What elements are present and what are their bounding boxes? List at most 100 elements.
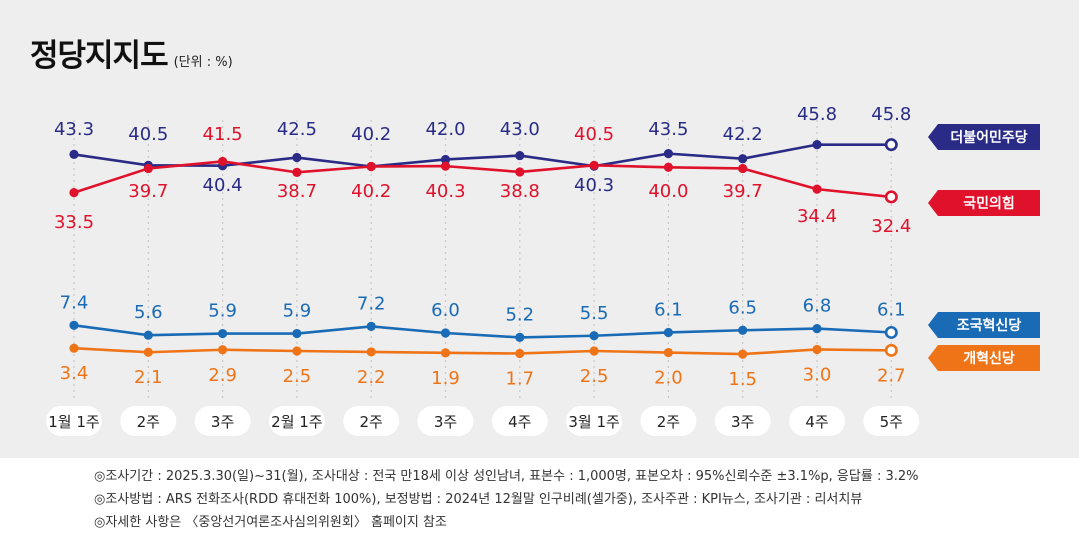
legend-item: 개혁신당 [928, 345, 1040, 371]
x-tick-pill [863, 406, 920, 436]
data-point [663, 162, 674, 172]
note-line-method: ◎조사방법 : ARS 전화조사(RDD 휴대전화 100%), 보정방법 : … [94, 492, 863, 507]
data-point [589, 346, 599, 356]
legend-label: 조국혁신당 [957, 317, 1022, 334]
data-label: 34.4 [797, 206, 837, 227]
data-label: 43.0 [500, 119, 540, 140]
data-label: 40.4 [203, 175, 243, 196]
data-point [663, 149, 674, 159]
data-label: 5.9 [283, 301, 312, 322]
data-label: 39.7 [128, 181, 168, 202]
x-tick-pill [194, 406, 251, 436]
survey-notes: ◎조사기간 : 2025.3.30(일)~31(월), 조사대상 : 전국 만1… [94, 465, 919, 534]
data-point [663, 327, 674, 338]
data-label: 5.9 [208, 301, 237, 322]
legend-label: 개혁신당 [963, 350, 1015, 367]
data-label: 33.5 [54, 212, 94, 233]
data-label: 6.1 [877, 299, 906, 320]
unit-note: (단위 : %) [173, 55, 233, 70]
data-point [812, 344, 822, 355]
data-point [812, 324, 822, 334]
data-point [69, 188, 79, 198]
data-label: 43.3 [54, 119, 94, 140]
x-tick-label: 2주 [657, 413, 680, 431]
data-point [366, 161, 376, 172]
data-label: 6.5 [728, 297, 757, 318]
data-point [884, 190, 898, 204]
legend-tag [928, 312, 1040, 338]
data-point [218, 328, 228, 339]
x-tick-label: 4주 [508, 413, 531, 431]
data-label: 42.2 [723, 124, 763, 145]
line-chart: 1월 1주 2주 3주 2월 1주 2주 3주 4주 3월 1주 2주 3주 4주 5주 43.3 40.… [46, 104, 1040, 436]
x-tick-pill [46, 406, 102, 436]
data-label: 40.5 [128, 124, 168, 145]
data-label: 40.5 [574, 124, 614, 145]
data-point [884, 138, 898, 152]
data-label: 40.0 [648, 181, 688, 202]
data-label: 43.5 [648, 119, 688, 140]
data-label: 5.6 [134, 302, 163, 323]
data-label: 7.2 [357, 293, 386, 314]
data-label: 1.9 [431, 368, 460, 389]
data-point [366, 321, 376, 331]
data-point [69, 149, 79, 160]
data-label: 2.9 [208, 365, 237, 386]
x-tick-pill [120, 406, 177, 436]
data-point [143, 163, 153, 174]
title-block: 정당지지도 (단위 : %) [30, 30, 233, 75]
data-point [440, 154, 451, 165]
data-point [515, 348, 525, 359]
data-point [440, 161, 451, 171]
x-tick-label: 3월 1주 [568, 413, 619, 431]
data-label: 42.5 [277, 119, 317, 140]
data-point [69, 343, 79, 353]
data-label: 40.3 [425, 181, 465, 202]
data-label: 32.4 [871, 216, 911, 237]
data-label: 2.0 [654, 368, 683, 389]
data-label: 40.2 [351, 181, 391, 202]
x-tick-label: 3주 [731, 413, 754, 431]
x-tick-label: 4주 [805, 413, 828, 431]
data-label: 2.1 [134, 367, 163, 388]
series-line [73, 324, 892, 339]
legend-tag [928, 345, 1040, 371]
data-point [812, 184, 822, 194]
data-point [663, 347, 674, 358]
data-label: 2.5 [283, 366, 312, 387]
data-point [884, 343, 898, 357]
data-label: 1.7 [505, 368, 534, 389]
data-point [143, 347, 153, 357]
x-tick-pill [417, 406, 474, 436]
data-point [440, 348, 451, 358]
x-tick-label: 2주 [360, 413, 383, 431]
data-label: 42.0 [425, 119, 465, 140]
legend-item: 더불어민주당 [928, 124, 1040, 150]
x-tick-pill [343, 406, 400, 436]
data-point [292, 167, 302, 177]
legend-label: 더불어민주당 [950, 129, 1027, 146]
x-tick-pill [640, 406, 697, 436]
data-point [440, 328, 451, 338]
x-tick-label: 2월 1주 [271, 413, 322, 431]
note-line-reference: ◎자세한 사항은 〈중앙선거여론조사심의위원회〉 홈페이지 참조 [94, 515, 447, 530]
data-label: 6.1 [654, 299, 683, 320]
data-point [366, 347, 376, 357]
data-point [218, 345, 228, 355]
data-label: 6.0 [431, 300, 460, 321]
data-label: 3.0 [803, 364, 832, 385]
data-point [515, 150, 525, 161]
data-point [589, 160, 599, 170]
data-point [738, 154, 748, 164]
data-point [143, 330, 153, 340]
data-label: 2.5 [580, 366, 609, 387]
x-tick-pill [714, 406, 771, 436]
x-tick-label: 3주 [434, 413, 457, 431]
chart-title: 정당지지도 [30, 38, 169, 74]
data-label: 41.5 [203, 124, 243, 145]
data-point [292, 346, 302, 356]
data-point [515, 167, 525, 177]
series-line [73, 160, 892, 199]
data-point [292, 328, 302, 339]
data-label: 5.5 [580, 303, 609, 324]
